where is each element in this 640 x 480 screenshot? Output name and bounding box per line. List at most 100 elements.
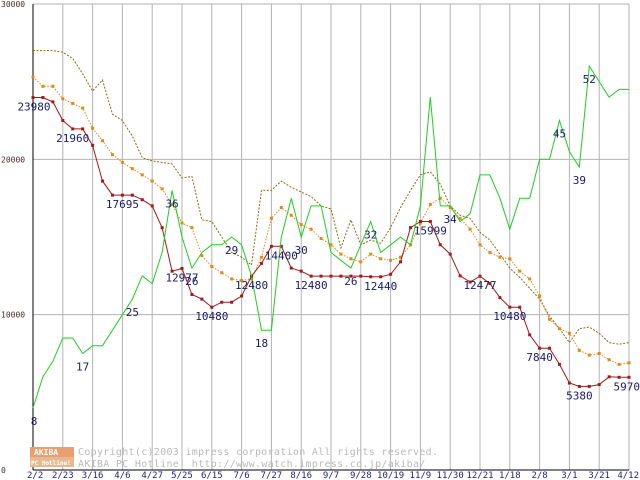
watermark-url: AKIBA PC Hotline! http://www.watch.impre…: [78, 459, 426, 470]
point-min: [428, 219, 432, 223]
point-min: [130, 193, 134, 197]
point-average: [538, 294, 542, 298]
point-min: [498, 296, 502, 300]
data-label-count: 34: [444, 213, 458, 226]
point-average: [399, 255, 403, 259]
point-average: [577, 348, 581, 352]
point-average: [508, 257, 512, 261]
point-min: [71, 127, 75, 131]
data-label-min: 5380: [566, 389, 593, 402]
point-min: [140, 198, 144, 202]
point-average: [329, 243, 333, 247]
y-tick-label: 10000: [1, 311, 25, 320]
point-min: [538, 346, 542, 350]
point-average: [468, 227, 472, 231]
point-average: [170, 202, 174, 206]
data-label-min: 12480: [235, 279, 268, 292]
point-average: [190, 226, 194, 230]
watermark-logo-bottom: [30, 457, 74, 467]
point-average: [140, 173, 144, 177]
point-min: [379, 275, 383, 279]
point-min: [150, 204, 154, 208]
data-label-min: 12477: [463, 279, 496, 292]
data-label-count: 52: [583, 73, 596, 86]
point-min: [160, 226, 164, 230]
point-average: [91, 126, 95, 130]
point-min: [220, 300, 224, 304]
point-average: [349, 257, 353, 261]
point-min: [518, 305, 522, 309]
point-average: [210, 265, 214, 269]
point-min: [339, 274, 343, 278]
point-min: [101, 179, 105, 183]
point-min: [299, 269, 303, 273]
point-average: [587, 353, 591, 357]
point-min: [41, 96, 45, 100]
data-label-min: 12480: [295, 279, 328, 292]
data-label-count: 17: [76, 361, 89, 374]
point-average: [101, 139, 105, 143]
point-min: [31, 96, 35, 100]
point-min: [210, 305, 214, 309]
x-tick-label: 4/27: [141, 471, 163, 480]
point-min: [448, 252, 452, 256]
point-min: [110, 193, 114, 197]
point-average: [319, 237, 323, 241]
x-tick-label: 3/1: [561, 471, 577, 480]
point-min: [349, 274, 353, 278]
x-tick-label: 12/21: [466, 471, 493, 480]
point-average: [220, 271, 224, 275]
data-label-min: 12440: [364, 280, 397, 293]
point-average: [150, 179, 154, 183]
x-tick-label: 3/21: [588, 471, 610, 480]
point-average: [31, 75, 35, 79]
point-average: [200, 254, 204, 258]
point-min: [488, 282, 492, 286]
point-min: [577, 384, 581, 388]
x-tick-label: 8/16: [290, 471, 312, 480]
point-average: [359, 260, 363, 264]
point-min: [359, 274, 363, 278]
data-label-min: 21960: [56, 132, 89, 145]
point-average: [438, 196, 442, 200]
point-average: [379, 257, 383, 261]
x-tick-label: 5/25: [171, 471, 193, 480]
data-label-min: 10480: [195, 310, 228, 323]
watermark: AKIBA PC Hotline! Copyright(c)2003 impre…: [30, 447, 438, 470]
data-label-count: 8: [31, 415, 38, 428]
point-average: [180, 221, 184, 225]
data-label-min: 23980: [17, 101, 50, 114]
point-average: [299, 223, 303, 227]
point-average: [240, 278, 244, 282]
x-tick-label: 10/19: [377, 471, 404, 480]
x-tick-label: 6/15: [201, 471, 223, 480]
data-label-count: 18: [255, 337, 268, 350]
point-average: [418, 221, 422, 225]
point-average: [627, 361, 631, 365]
point-average: [369, 252, 373, 256]
point-average: [557, 327, 561, 331]
data-label-min: 15999: [414, 224, 447, 237]
point-average: [279, 205, 283, 209]
data-label-count: 25: [126, 306, 139, 319]
point-average: [81, 106, 85, 110]
point-average: [567, 331, 571, 335]
data-label-min: 7840: [526, 351, 553, 364]
point-average: [617, 362, 621, 366]
point-min: [180, 266, 184, 270]
point-min: [548, 346, 552, 350]
point-min: [329, 274, 333, 278]
data-label-count: 45: [553, 128, 566, 141]
data-label-count: 29: [225, 244, 238, 257]
point-average: [528, 277, 532, 281]
x-tick-label: 11/30: [437, 471, 464, 480]
x-tick-label: 4/12: [617, 471, 639, 480]
point-average: [339, 252, 343, 256]
point-average: [71, 101, 75, 105]
point-average: [61, 97, 65, 101]
x-tick-label: 4/6: [114, 471, 130, 480]
data-label-count: 30: [295, 244, 308, 257]
point-min: [567, 381, 571, 385]
